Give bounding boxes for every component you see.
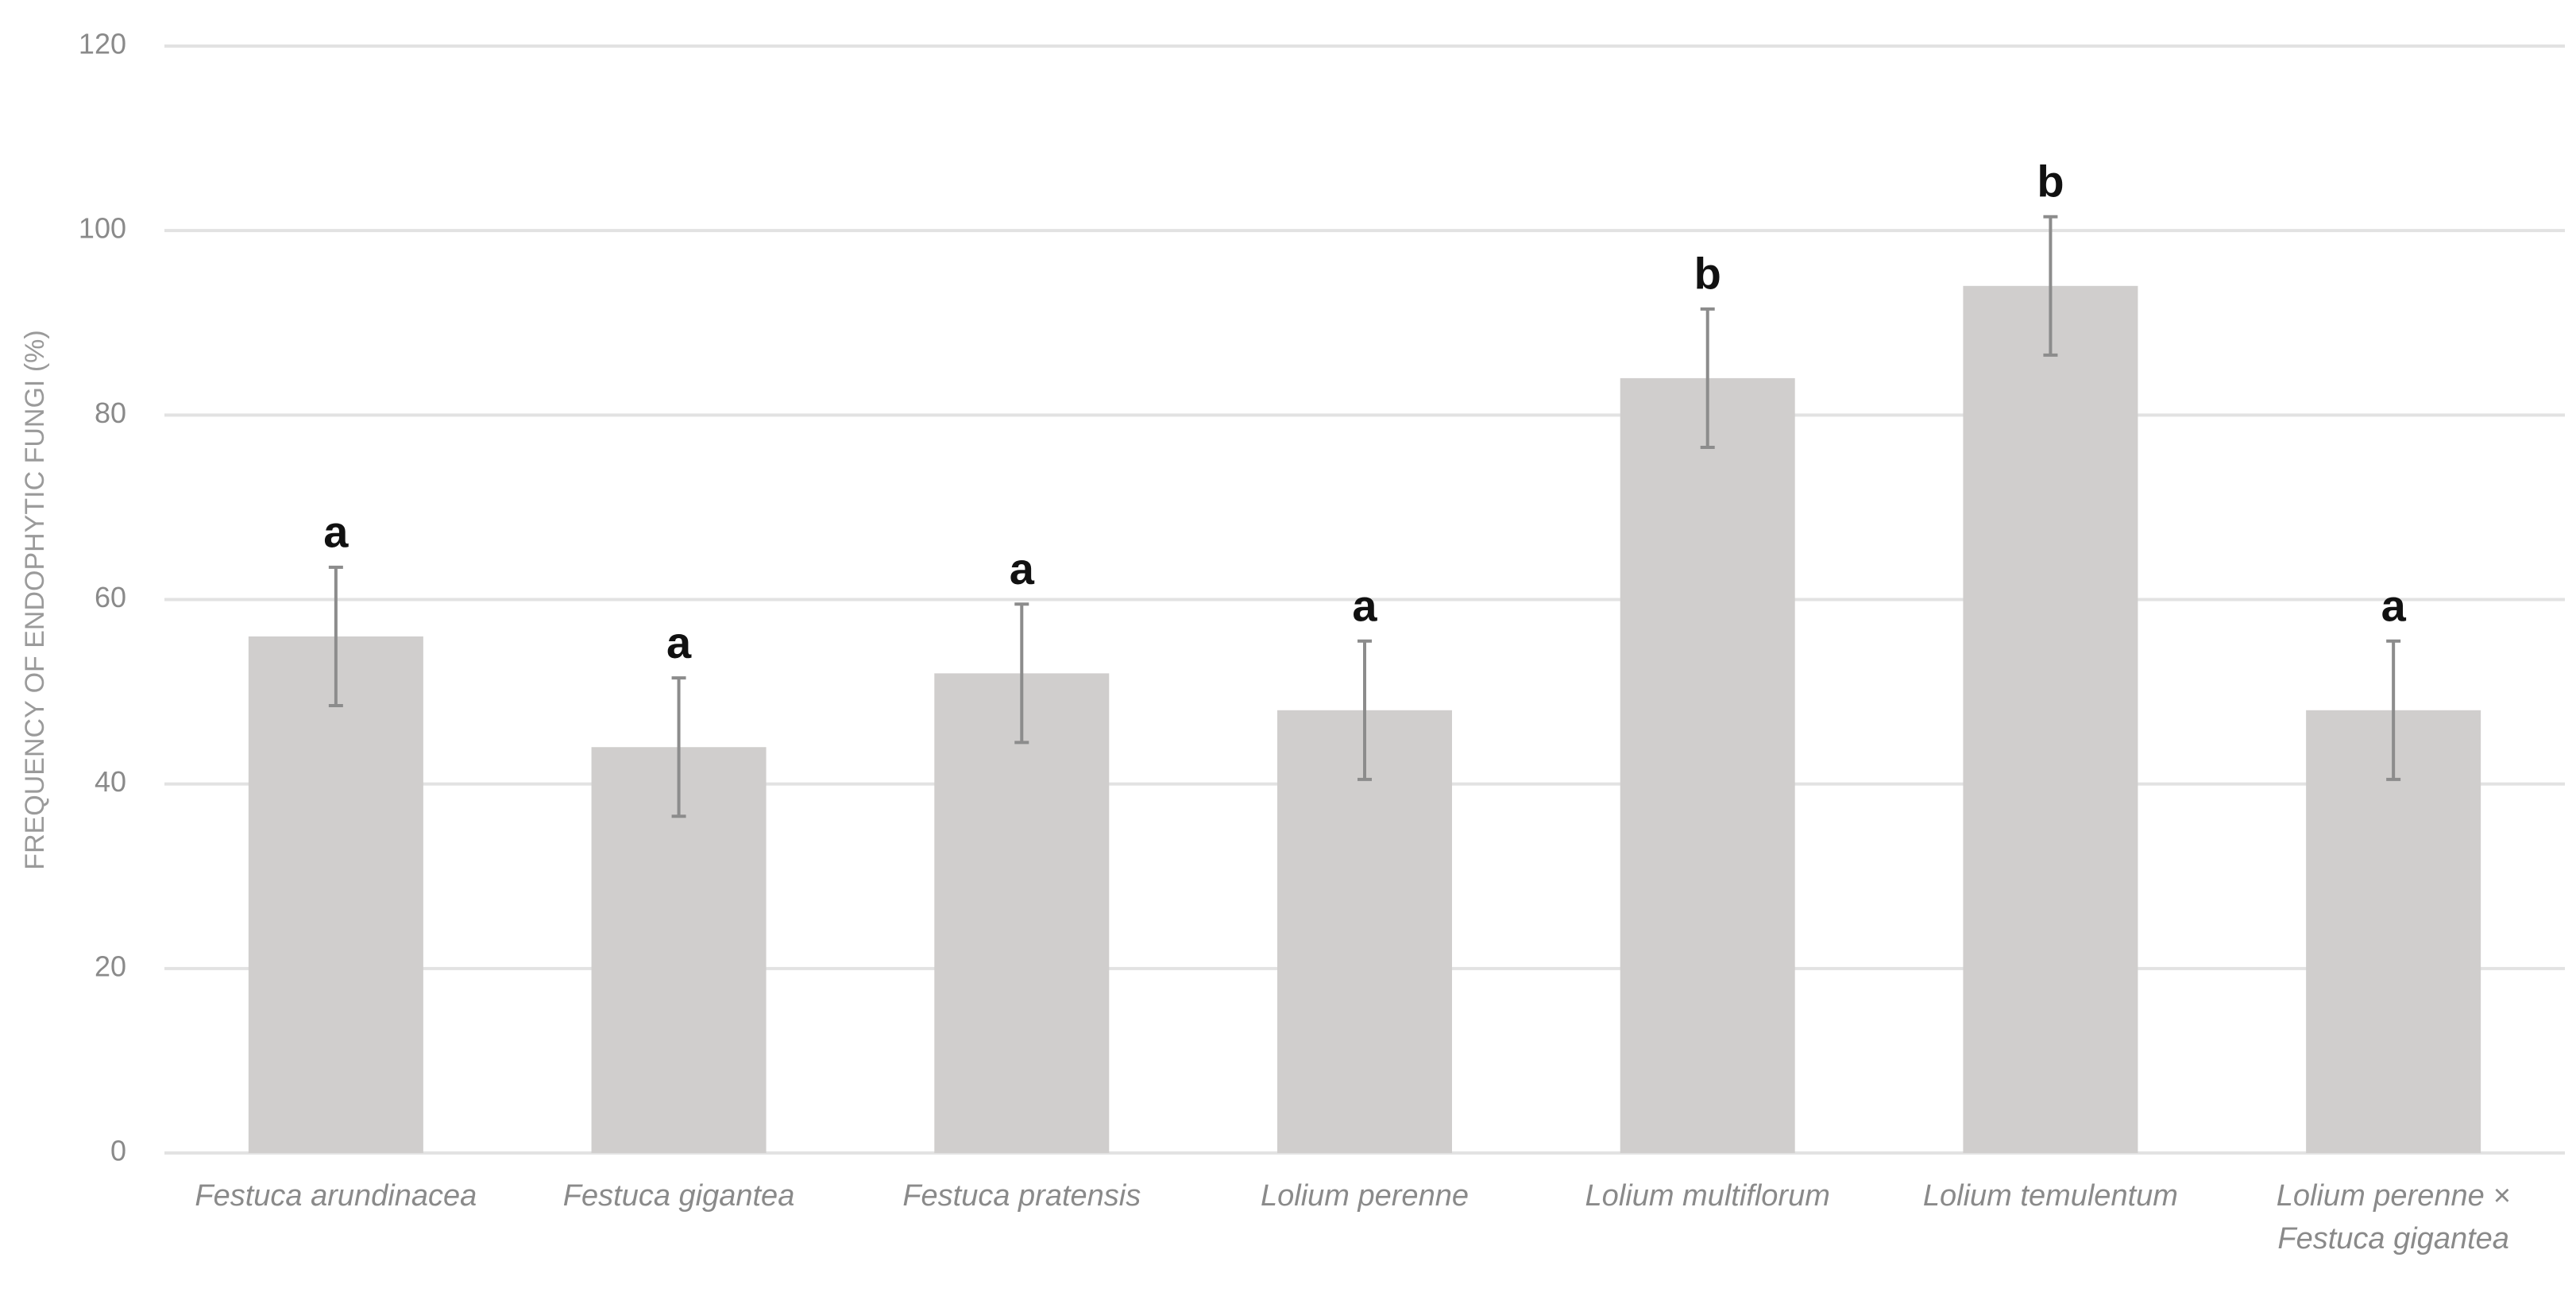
- error-bar: [2043, 215, 2058, 357]
- bar: [934, 673, 1110, 1153]
- error-bar: [1700, 307, 1715, 449]
- y-axis-label: FREQUENCY OF ENDOPHYTIC FUNGI (%): [20, 330, 50, 869]
- error-bar: [328, 565, 343, 707]
- y-tick-label: 120: [79, 28, 126, 60]
- y-tick-label: 100: [79, 212, 126, 245]
- x-tick-label: Festuca pratensis: [902, 1179, 1141, 1213]
- y-tick-label: 0: [110, 1135, 126, 1167]
- y-tick-label: 40: [95, 765, 126, 798]
- y-tick-label: 20: [95, 950, 126, 982]
- bar: [248, 636, 423, 1153]
- error-bar: [1014, 602, 1029, 745]
- x-tick-label: Lolium perenne × Festuca gigantea: [2276, 1179, 2511, 1256]
- x-tick-label: Festuca gigantea: [562, 1179, 795, 1213]
- error-bar: [2386, 639, 2401, 781]
- bar: [1963, 285, 2138, 1154]
- significance-letter: b: [2037, 157, 2064, 207]
- error-bar: [1358, 639, 1372, 781]
- y-tick-label: 80: [95, 397, 126, 429]
- error-bar: [671, 676, 686, 818]
- significance-letter: a: [2381, 581, 2407, 631]
- y-tick-label: 60: [95, 581, 126, 613]
- significance-letter: a: [1010, 544, 1035, 594]
- x-tick-label: Lolium perenne: [1261, 1179, 1469, 1213]
- significance-letter: b: [1694, 249, 1721, 299]
- bar: [2306, 710, 2481, 1153]
- significance-letter: a: [666, 617, 692, 667]
- bar: [1620, 377, 1795, 1153]
- significance-letter: a: [323, 507, 349, 557]
- x-tick-label: Festuca arundinacea: [195, 1179, 477, 1213]
- significance-letter: a: [1352, 581, 1377, 631]
- x-tick-label: Lolium temulentum: [1922, 1179, 2178, 1213]
- bar: [1277, 710, 1452, 1153]
- x-tick-label: Lolium multiflorum: [1585, 1179, 1830, 1213]
